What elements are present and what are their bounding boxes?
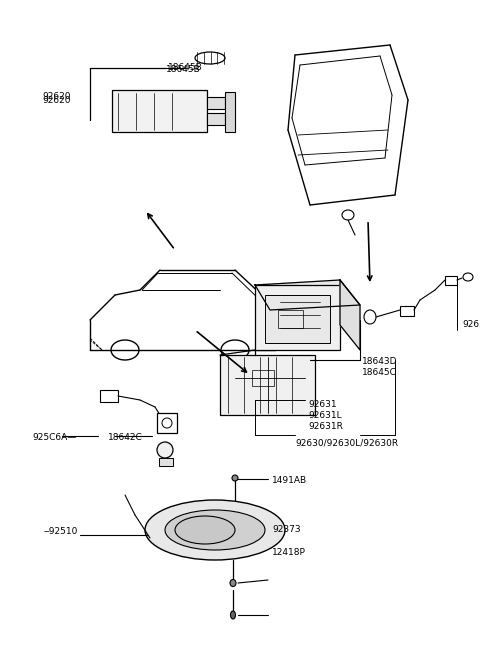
Text: 925C6A—: 925C6A— bbox=[32, 433, 76, 442]
Text: 92373: 92373 bbox=[272, 525, 300, 534]
Ellipse shape bbox=[195, 52, 225, 64]
Text: 92631L: 92631L bbox=[308, 411, 342, 420]
Ellipse shape bbox=[157, 442, 173, 458]
Bar bbox=[220, 355, 315, 415]
Text: 18645B: 18645B bbox=[166, 65, 201, 74]
Text: 92634: 92634 bbox=[462, 320, 480, 329]
Ellipse shape bbox=[175, 516, 235, 544]
Bar bbox=[252, 370, 274, 386]
Bar bbox=[112, 90, 207, 132]
Text: 92620: 92620 bbox=[42, 92, 71, 101]
Bar bbox=[225, 92, 235, 132]
Bar bbox=[157, 413, 177, 433]
Text: 12418P: 12418P bbox=[272, 548, 306, 557]
Text: 18645B: 18645B bbox=[168, 63, 203, 72]
Text: 92620: 92620 bbox=[42, 96, 71, 105]
Text: 92630/92630L/92630R: 92630/92630L/92630R bbox=[295, 438, 398, 447]
Bar bbox=[278, 310, 303, 328]
Bar bbox=[445, 276, 457, 285]
Text: 92631: 92631 bbox=[308, 400, 336, 409]
Polygon shape bbox=[340, 280, 360, 350]
Ellipse shape bbox=[145, 500, 285, 560]
Polygon shape bbox=[255, 280, 360, 310]
Ellipse shape bbox=[232, 475, 238, 481]
Text: 18643D: 18643D bbox=[362, 357, 397, 366]
Bar bbox=[100, 390, 118, 402]
Bar bbox=[207, 113, 225, 125]
Text: 18645C: 18645C bbox=[362, 368, 397, 377]
Text: ‒92510: ‒92510 bbox=[44, 527, 78, 536]
Ellipse shape bbox=[230, 579, 236, 587]
Text: 1491AB: 1491AB bbox=[272, 476, 307, 485]
Bar bbox=[265, 295, 330, 343]
Bar bbox=[207, 97, 225, 109]
Text: 18642C: 18642C bbox=[108, 433, 143, 442]
Text: 92631R: 92631R bbox=[308, 422, 343, 431]
Ellipse shape bbox=[165, 510, 265, 550]
Bar bbox=[400, 306, 414, 316]
Ellipse shape bbox=[230, 611, 236, 619]
Bar bbox=[159, 458, 173, 466]
Bar bbox=[255, 285, 340, 350]
